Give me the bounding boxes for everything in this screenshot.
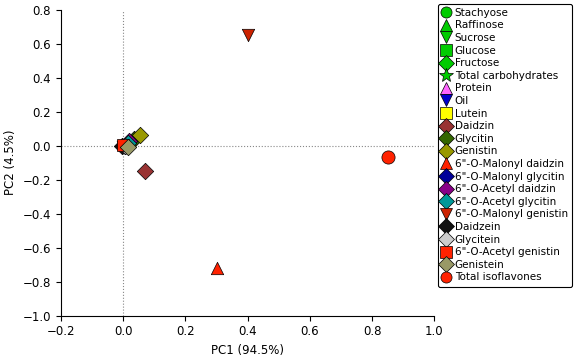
Point [120,142,129,148]
Point [120,144,129,149]
Point [120,144,129,149]
Point [129,136,138,142]
Point [120,143,129,148]
Point [120,143,129,148]
Point [118,143,127,149]
Point [120,143,129,148]
Point [140,168,149,174]
Point [123,144,133,150]
Point [118,143,128,148]
Point [212,265,221,271]
Point [125,139,134,144]
Legend: Stachyose, Raffinose, Sucrose, Glucose, Fructose, Total carbohydrates, Protein, : Stachyose, Raffinose, Sucrose, Glucose, … [438,4,572,287]
Y-axis label: PC2 (4.5%): PC2 (4.5%) [4,130,17,195]
Point [123,140,133,146]
Point [120,142,129,148]
X-axis label: PC1 (94.5%): PC1 (94.5%) [211,344,284,357]
Point [120,143,129,149]
Point [383,154,392,160]
Point [120,143,129,148]
Point [136,132,145,138]
Point [117,143,126,148]
Point [243,32,252,38]
Point [125,141,134,147]
